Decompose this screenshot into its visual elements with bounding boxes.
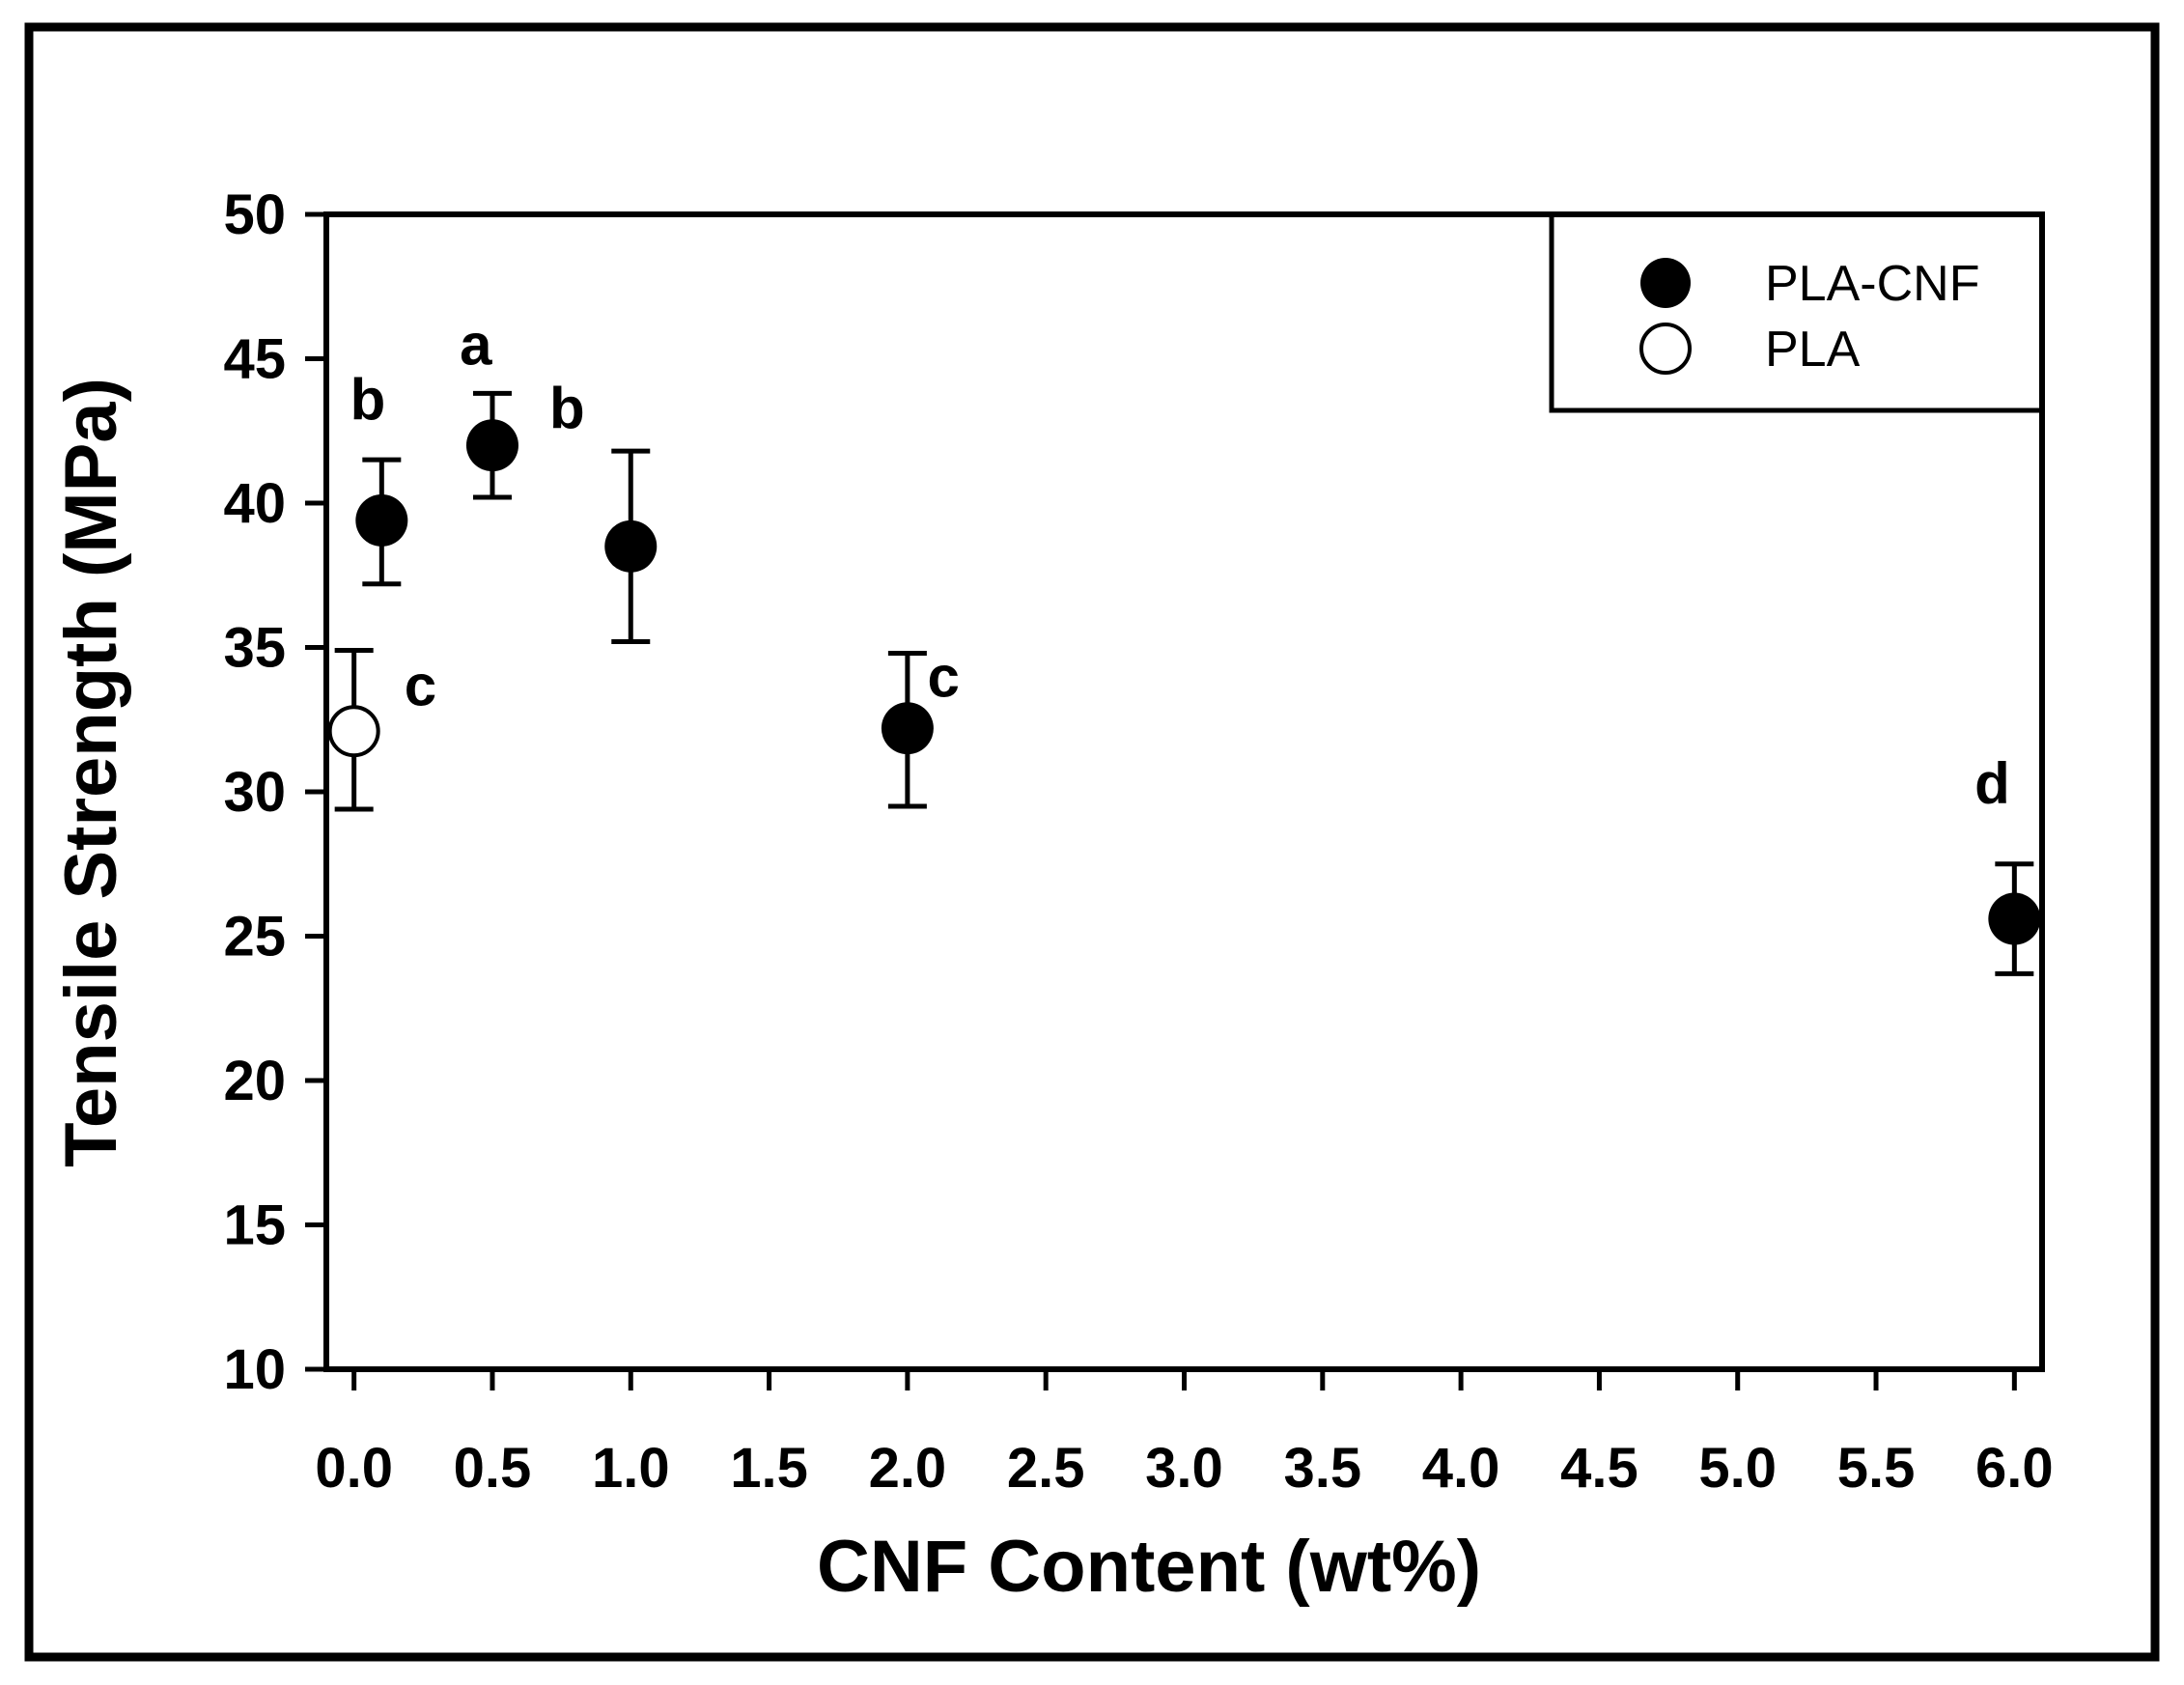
significance-letter: c (405, 653, 436, 717)
legend-label: PLA-CNF (1765, 256, 1979, 312)
open-circle-icon (1639, 323, 1692, 375)
data-layer (327, 390, 2041, 976)
filled-circle-icon (1640, 258, 1691, 308)
data-point-pla-cnf (604, 520, 658, 573)
y-tick-label: 40 (223, 472, 286, 535)
x-tick-label: 4.0 (1422, 1437, 1500, 1500)
x-tick-label: 6.0 (1975, 1437, 2054, 1500)
significance-letter: b (549, 376, 585, 440)
significance-letter: b (350, 367, 386, 432)
y-tick-label: 10 (223, 1338, 286, 1401)
y-tick-label: 35 (223, 617, 286, 680)
x-tick-label: 2.5 (1007, 1437, 1085, 1500)
x-tick-label: 3.0 (1145, 1437, 1223, 1500)
plot-area (323, 211, 2045, 1372)
significance-letter: a (460, 313, 492, 378)
axis-ticks-layer: 10 15 20 25 30 35 40 45 50 0.0 0.5 1.0 1.5 2.0 2.5 3.0 3… (223, 183, 2053, 1500)
y-tick-label: 20 (223, 1050, 286, 1112)
x-tick-label: 3.5 (1283, 1437, 1361, 1500)
figure-border (24, 22, 2160, 1662)
data-point-pla-cnf (1988, 892, 2041, 945)
x-tick-label: 2.0 (869, 1437, 947, 1500)
legend: PLA-CNF PLA (1549, 211, 2045, 413)
y-axis-title: Tensile Strength (MPa) (50, 378, 132, 1167)
y-tick-label: 45 (223, 328, 286, 391)
data-point-pla-cnf (881, 702, 934, 755)
x-tick-label: 4.5 (1560, 1437, 1638, 1500)
y-tick-label: 15 (223, 1194, 286, 1257)
x-tick-label: 5.0 (1698, 1437, 1777, 1500)
x-tick-label: 1.5 (730, 1437, 808, 1500)
significance-letter: d (1974, 751, 2010, 816)
legend-label: PLA (1765, 322, 1861, 378)
y-tick-label: 30 (223, 761, 286, 824)
data-point-pla-cnf (355, 493, 408, 547)
significance-letter: c (927, 644, 959, 709)
data-point-pla-cnf (465, 419, 518, 472)
x-tick-label: 5.5 (1837, 1437, 1916, 1500)
y-tick-label: 25 (223, 906, 286, 969)
legend-box (1549, 211, 2045, 413)
x-tick-label: 1.0 (592, 1437, 670, 1500)
x-tick-label: 0.0 (315, 1437, 393, 1500)
x-axis-title: CNF Content (wt%) (817, 1526, 1481, 1608)
data-point-pla (327, 705, 380, 758)
y-tick-label: 50 (223, 183, 286, 246)
x-tick-label: 0.5 (454, 1437, 532, 1500)
